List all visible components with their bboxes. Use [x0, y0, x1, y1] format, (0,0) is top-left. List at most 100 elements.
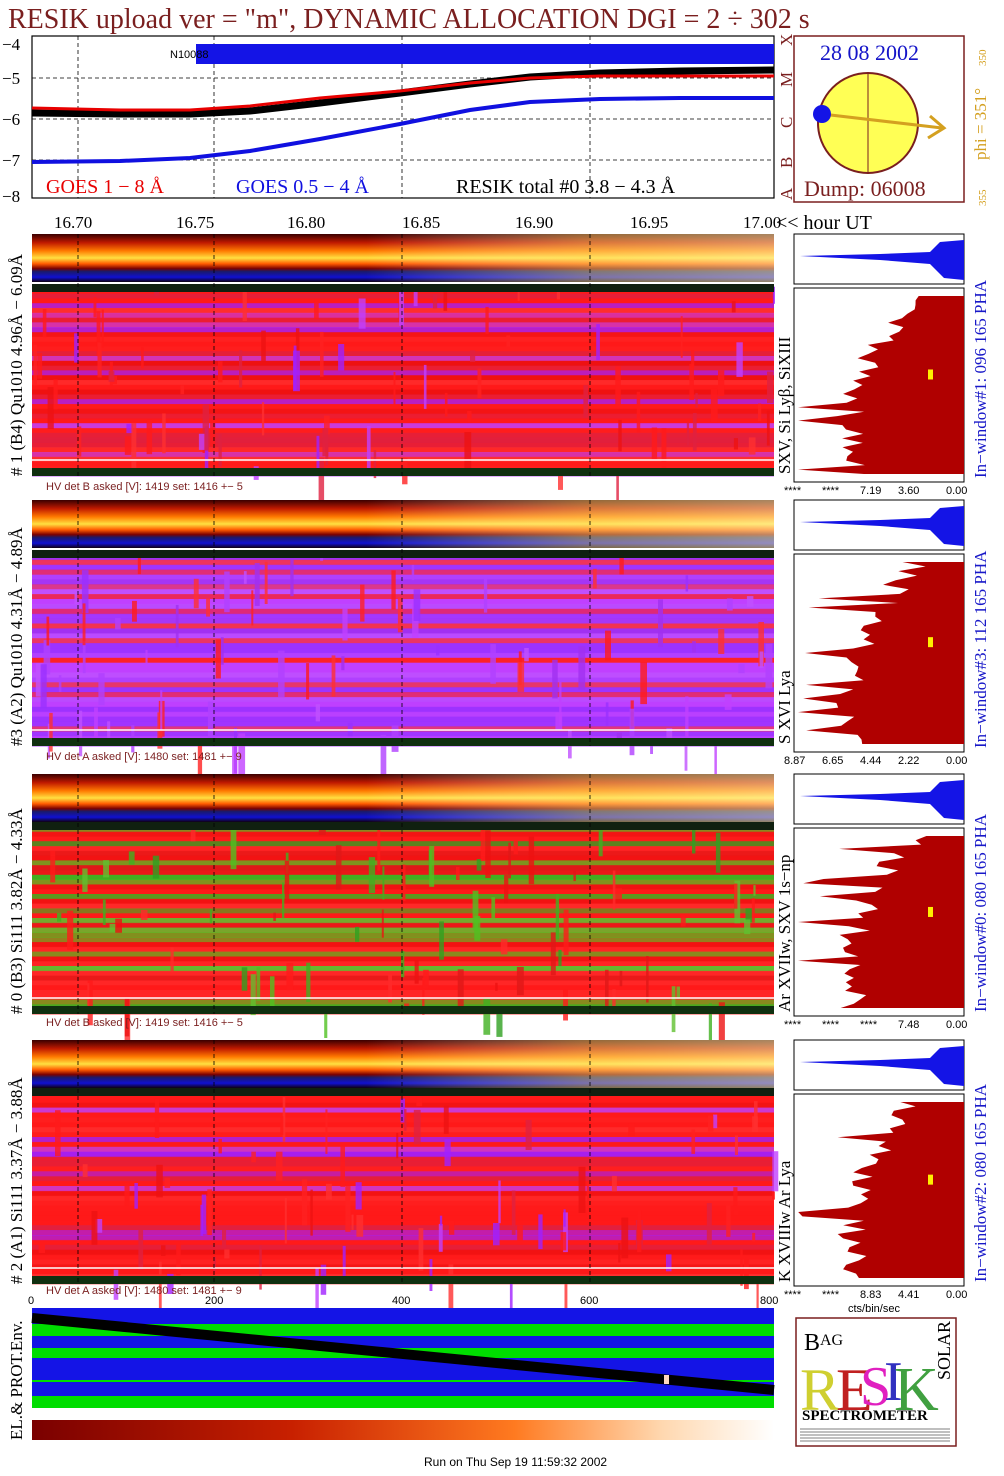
spectrum-row	[32, 1245, 774, 1250]
spectrum-speckle	[285, 1198, 287, 1244]
logo-letters-bragg: B	[804, 1330, 820, 1356]
spectrum-row	[32, 682, 774, 687]
logo-word: SPECTROMETER	[802, 1408, 928, 1424]
spectrum-speckle	[552, 660, 558, 699]
spectrum-row	[32, 418, 774, 423]
spectrum-row	[32, 722, 774, 727]
spectrum-speckle	[439, 1224, 443, 1252]
spectrum-row	[32, 846, 774, 851]
spectrum-speckle	[736, 342, 742, 377]
spectrum-row	[32, 677, 774, 682]
spectrum-speckle	[338, 344, 344, 370]
profile-tick-label: ****	[784, 1289, 802, 1301]
spectrum-row	[32, 712, 774, 717]
channel-panel: HV det B asked [V]: 1419 set: 1416 +− 5#…	[7, 234, 990, 501]
spectrum-speckle	[115, 919, 122, 933]
profile-tick-label: ****	[784, 485, 802, 497]
spectrum-edge-bottom	[32, 738, 774, 746]
spectrum-speckle	[369, 857, 375, 893]
spectrum-row	[32, 1157, 774, 1162]
spectrum-speckle	[265, 562, 268, 604]
spectrum-row	[32, 692, 774, 697]
spectrum-speckle	[98, 673, 104, 705]
spectrum-row	[32, 594, 774, 599]
spectrum-speckle	[332, 655, 336, 696]
time-tick-label: 16.70	[54, 213, 92, 232]
spectrum-row	[32, 380, 774, 385]
spectrum-speckle	[132, 601, 137, 622]
spectrum-speckle	[445, 393, 448, 417]
spectrum-row	[32, 575, 774, 580]
spectrum-speckle	[325, 1109, 327, 1154]
class-letter: C	[777, 117, 796, 128]
spectrum-speckle	[767, 411, 770, 446]
spectrum-speckle	[727, 598, 733, 610]
spectrum-speckle	[517, 1226, 523, 1245]
lightcurve-panel: N10088 −4 −5 −6 −7 −8 X M C B A GOES 1 −…	[2, 34, 796, 206]
spectrum-speckle	[621, 1218, 628, 1259]
environment-band-top	[32, 1308, 774, 1324]
spectrum-row	[32, 1166, 774, 1171]
profile-tick-label: ****	[860, 1019, 878, 1031]
spectrum-speckle	[747, 596, 754, 607]
spectrum-speckle	[141, 347, 144, 368]
y-tick-label: −4	[2, 35, 21, 54]
spectrum-speckle	[320, 332, 324, 377]
bottom-tick-label: 200	[205, 1295, 223, 1307]
spectrum-row	[32, 409, 774, 414]
spectrum-row	[32, 332, 774, 337]
spectrum-row	[32, 337, 774, 342]
spectrum-speckle	[41, 664, 47, 708]
spectrum-speckle	[558, 950, 561, 966]
channel-left-label: # 1 (B4) Qu1010 4.96Å − 6.09Å	[7, 253, 26, 476]
spectrum-row	[32, 1235, 774, 1240]
spectrum-row	[32, 423, 774, 428]
spectrum-edge-bottom	[32, 1276, 774, 1284]
spectrum-speckle	[147, 420, 153, 454]
spectrum-row	[32, 385, 774, 390]
spectrum-speckle	[98, 343, 102, 378]
spectrum-row	[32, 836, 774, 841]
spectrum-row	[32, 1181, 774, 1186]
spectrum-speckle	[449, 1264, 454, 1308]
spectrum-speckle	[282, 883, 284, 919]
spectrum-speckle	[345, 1186, 350, 1232]
spectrum-speckle	[206, 598, 210, 616]
channel-panels: HV det B asked [V]: 1419 set: 1416 +− 5#…	[7, 234, 990, 1322]
spectrum-speckle	[153, 856, 159, 879]
spectrum-speckle	[573, 871, 576, 881]
spectrum-speckle	[615, 366, 621, 405]
spectrum-speckle	[94, 707, 98, 741]
spectrum-speckle	[200, 1205, 203, 1236]
spectrum-row	[32, 570, 774, 575]
spectrum-row	[32, 980, 774, 985]
spectrum-speckle	[251, 1152, 256, 1163]
spectrum-speckle	[767, 372, 773, 404]
spectrum-row	[32, 394, 774, 399]
time-axis: 16.70 16.75 16.80 16.85 16.90 16.95 17.0…	[54, 212, 872, 234]
spectrum-speckle	[518, 662, 525, 692]
channel-line-label: SXV, Si Lyβ, SiXIII	[775, 336, 794, 474]
spectrum-edge-top	[32, 822, 774, 830]
spectrum-speckle	[605, 631, 611, 661]
spectrum-speckle	[429, 846, 434, 887]
profile-tick-label: 3.60	[898, 485, 919, 497]
bottom-tick-label: 400	[392, 1295, 410, 1307]
spectrum-speckle	[752, 1233, 755, 1242]
spectrum-speckle	[302, 1179, 307, 1225]
spectrum-speckle	[216, 639, 221, 678]
profile-tick-label: 2.22	[898, 755, 919, 767]
spectrum-speckle	[165, 1178, 171, 1188]
spectrum-speckle	[310, 1190, 312, 1236]
spectrum-speckle	[33, 345, 37, 386]
spectrum-row	[32, 1220, 774, 1225]
spectrum-speckle	[314, 301, 319, 319]
spectrum-speckle	[50, 851, 55, 882]
spectrum-speckle	[734, 884, 737, 909]
spectrum-speckle	[125, 1184, 130, 1206]
y-tick-label: −7	[2, 151, 21, 170]
spectrum-speckle	[681, 915, 686, 927]
spectrum-speckle	[415, 960, 419, 983]
spectrum-speckle	[732, 301, 736, 312]
spectrum-speckle	[467, 411, 472, 423]
